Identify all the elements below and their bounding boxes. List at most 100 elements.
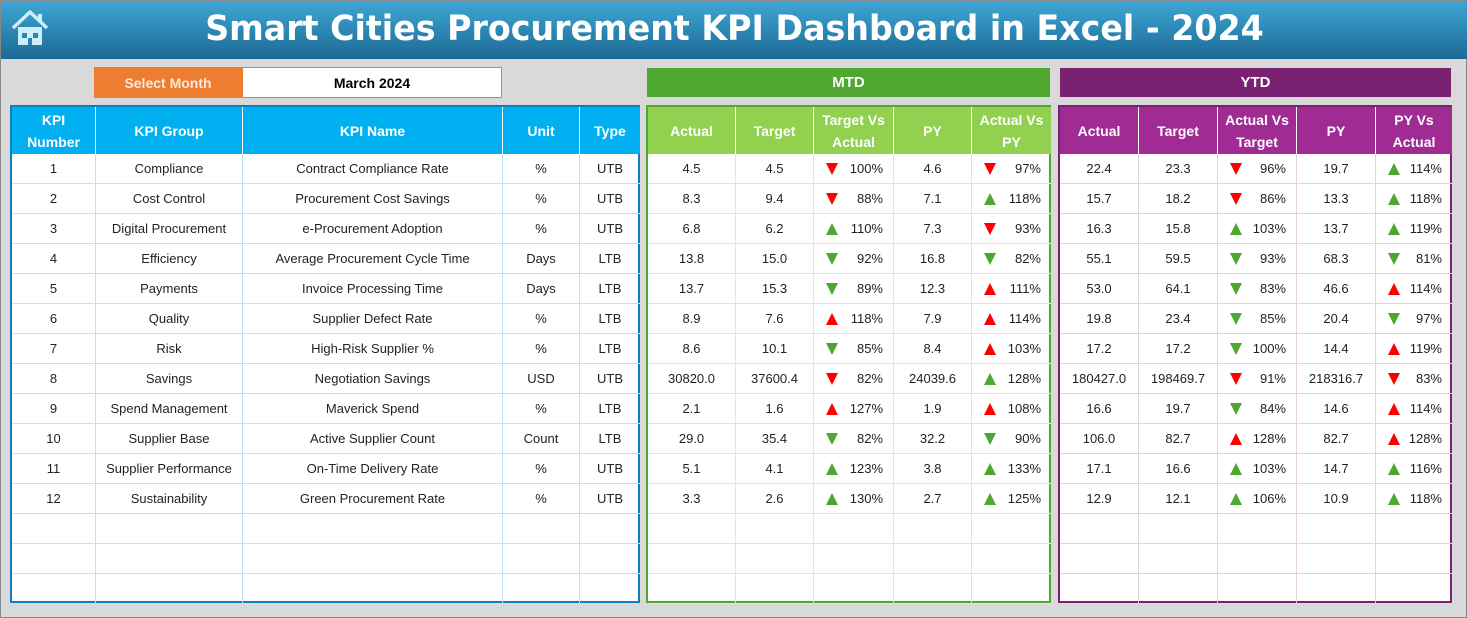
ytd-actual-vs-target-cell: 106%: [1218, 484, 1297, 514]
percent-value: 83%: [1259, 281, 1286, 296]
arrow-up-icon: [1388, 403, 1400, 415]
mtd-actual-vs-py-cell: 128%: [972, 364, 1051, 394]
percent-value: 118%: [1409, 491, 1442, 506]
mtd-py-cell: 12.3: [894, 274, 972, 304]
kpi-name-cell: Active Supplier Count: [243, 424, 503, 454]
mtd-py-cell: 1.9: [894, 394, 972, 424]
ytd-actual-vs-target-cell: 91%: [1218, 364, 1297, 394]
unit-cell: %: [503, 394, 580, 424]
mtd-actual-cell: 5.1: [648, 454, 736, 484]
percent-value: 96%: [1259, 161, 1286, 176]
kpi-group-cell: Digital Procurement: [96, 214, 243, 244]
kpi-name-cell: [243, 544, 503, 574]
ytd-target-cell: 23.4: [1139, 304, 1218, 334]
ytd-py-vs-actual-cell: 114%: [1376, 394, 1452, 424]
percent-value: 100%: [1252, 341, 1286, 356]
arrow-up-icon: [1388, 463, 1400, 475]
mtd-target-vs-actual-cell: 100%: [814, 154, 894, 184]
arrow-up-icon: [1230, 223, 1242, 235]
type-cell: [580, 544, 640, 574]
kpi-name-cell: Invoice Processing Time: [243, 274, 503, 304]
mtd-target-cell: 15.0: [736, 244, 814, 274]
arrow-up-icon: [984, 403, 996, 415]
ytd-actual-cell: [1060, 544, 1139, 574]
kpi-name-cell: Contract Compliance Rate: [243, 154, 503, 184]
ytd-py-cell: 14.4: [1297, 334, 1376, 364]
percent-value: 128%: [1007, 371, 1041, 386]
percent-value: 86%: [1259, 191, 1286, 206]
kpi-group-cell: Spend Management: [96, 394, 243, 424]
arrow-up-icon: [826, 403, 838, 415]
arrow-down-icon: [1230, 373, 1242, 385]
kpi-group-cell: [96, 574, 243, 604]
mtd-actual-cell: 30820.0: [648, 364, 736, 394]
ytd-py-cell: 20.4: [1297, 304, 1376, 334]
arrow-up-icon: [984, 313, 996, 325]
mtd-target-vs-actual-cell: 88%: [814, 184, 894, 214]
ytd-py-cell: 46.6: [1297, 274, 1376, 304]
mtd-target-vs-actual-cell: [814, 544, 894, 574]
mtd-actual-cell: [648, 544, 736, 574]
arrow-up-icon: [826, 463, 838, 475]
arrow-down-icon: [826, 373, 838, 385]
kpi-number-cell: 10: [12, 424, 96, 454]
percent-value: 103%: [1252, 461, 1286, 476]
percent-value: 83%: [1415, 371, 1442, 386]
kpi-number-header: KPI Number: [12, 107, 96, 154]
month-dropdown[interactable]: March 2024: [242, 67, 502, 98]
mtd-actual-vs-py-cell: 114%: [972, 304, 1051, 334]
mtd-py-cell: 4.6: [894, 154, 972, 184]
kpi-number-cell: [12, 514, 96, 544]
type-cell: LTB: [580, 424, 640, 454]
unit-cell: %: [503, 484, 580, 514]
ytd-target-cell: 16.6: [1139, 454, 1218, 484]
arrow-down-icon: [826, 193, 838, 205]
kpi-group-cell: Risk: [96, 334, 243, 364]
mtd-target-cell: 15.3: [736, 274, 814, 304]
mtd-actual-vs-py-cell: 125%: [972, 484, 1051, 514]
ytd-actual-cell: 17.1: [1060, 454, 1139, 484]
mtd-py-cell: 32.2: [894, 424, 972, 454]
ytd-py-cell: 82.7: [1297, 424, 1376, 454]
select-month-label: Select Month: [94, 67, 242, 98]
percent-value: 85%: [1259, 311, 1286, 326]
percent-value: 93%: [1259, 251, 1286, 266]
unit-cell: %: [503, 184, 580, 214]
kpi-number-cell: 3: [12, 214, 96, 244]
unit-cell: Days: [503, 244, 580, 274]
percent-value: 92%: [856, 251, 883, 266]
percent-value: 119%: [1409, 341, 1442, 356]
mtd-target-vs-actual-cell: 89%: [814, 274, 894, 304]
ytd-actual-vs-target-cell: 84%: [1218, 394, 1297, 424]
percent-value: 106%: [1252, 491, 1286, 506]
arrow-up-icon: [1388, 283, 1400, 295]
ytd-py-cell: 68.3: [1297, 244, 1376, 274]
ytd-actual-cell: [1060, 514, 1139, 544]
ytd-target-cell: 12.1: [1139, 484, 1218, 514]
kpi-name-header: KPI Name: [243, 107, 503, 154]
mtd-actual-vs-py-cell: 108%: [972, 394, 1051, 424]
mtd-actual-cell: 8.9: [648, 304, 736, 334]
mtd-target-cell: 37600.4: [736, 364, 814, 394]
kpi-group-cell: Payments: [96, 274, 243, 304]
kpi-group-cell: Efficiency: [96, 244, 243, 274]
kpi-number-cell: 4: [12, 244, 96, 274]
percent-value: 118%: [1409, 191, 1442, 206]
kpi-name-cell: High-Risk Supplier %: [243, 334, 503, 364]
mtd-py-cell: 24039.6: [894, 364, 972, 394]
kpi-number-cell: 8: [12, 364, 96, 394]
ytd-actual-cell: 55.1: [1060, 244, 1139, 274]
kpi-group-cell: [96, 514, 243, 544]
mtd-py-cell: 7.3: [894, 214, 972, 244]
arrow-up-icon: [1230, 493, 1242, 505]
percent-value: 125%: [1007, 491, 1041, 506]
ytd-py-cell: 218316.7: [1297, 364, 1376, 394]
arrow-down-icon: [1230, 253, 1242, 265]
ytd-py-vs-actual-cell: 83%: [1376, 364, 1452, 394]
home-icon[interactable]: [9, 7, 51, 49]
mtd-target-cell: 10.1: [736, 334, 814, 364]
percent-value: 91%: [1259, 371, 1286, 386]
kpi-number-cell: 7: [12, 334, 96, 364]
mtd-target-vs-actual-cell: 110%: [814, 214, 894, 244]
ytd-actual-cell: 53.0: [1060, 274, 1139, 304]
